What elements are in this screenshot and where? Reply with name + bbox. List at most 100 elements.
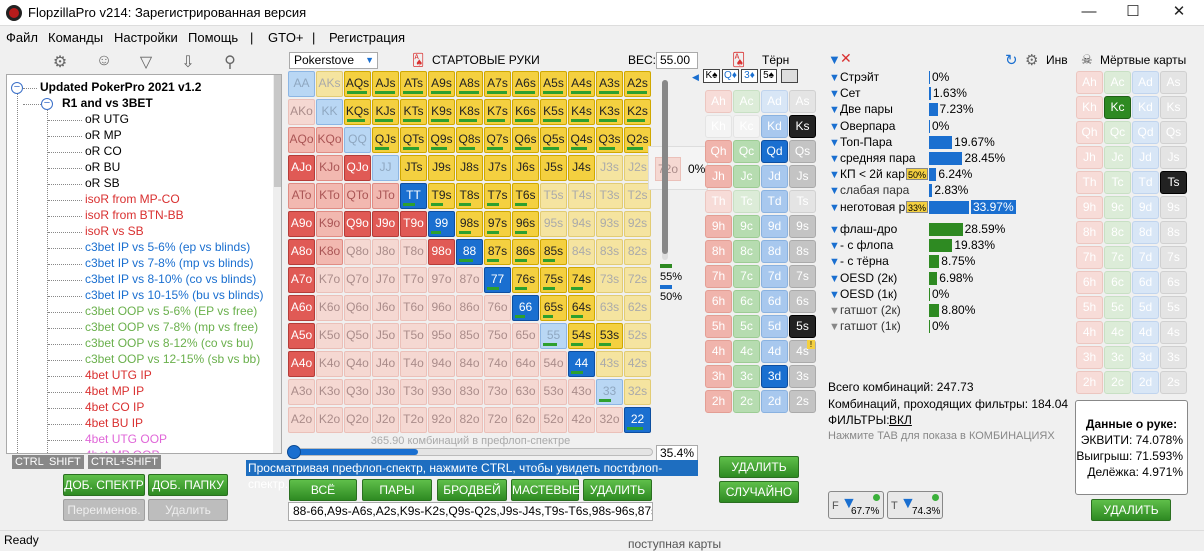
tree-item[interactable]: 4bet MP OOP — [85, 448, 159, 453]
tree-item[interactable]: c3bet OOP vs 5-6% (EP vs free) — [85, 304, 258, 318]
hand-cell[interactable]: KJo — [316, 155, 343, 181]
hand-cell[interactable]: Q2s — [624, 127, 651, 153]
hand-cell[interactable]: J5o — [372, 323, 399, 349]
hand-cell[interactable]: 65s — [540, 295, 567, 321]
tree-item[interactable]: c3bet OOP vs 7-8% (mp vs free) — [85, 320, 259, 334]
turn-card[interactable]: Tc — [733, 190, 760, 213]
dead-card[interactable]: 5h — [1076, 296, 1103, 319]
hand-cell[interactable]: 66 — [512, 295, 539, 321]
hand-cell[interactable]: 76o — [484, 295, 511, 321]
hand-cell[interactable]: AJs — [372, 71, 399, 97]
dead-card[interactable]: 4c — [1104, 321, 1131, 344]
hand-cell[interactable]: KQs — [344, 99, 371, 125]
ctrl-shift-tab[interactable]: CTRL+SHIFT — [88, 455, 161, 469]
hand-cell[interactable]: J4o — [372, 351, 399, 377]
hand-cell[interactable]: AKs — [316, 71, 343, 97]
hand-cell[interactable]: J5s — [540, 155, 567, 181]
hand-cell[interactable]: K2s — [624, 99, 651, 125]
hand-cell[interactable]: 92o — [428, 407, 455, 433]
hand-cell[interactable]: 96s — [512, 211, 539, 237]
settings-gear-icon[interactable]: ⚙ — [1025, 52, 1039, 69]
turn-card[interactable]: 4c — [733, 340, 760, 363]
turn-filter-chip[interactable]: T ▼ 74.3% — [887, 491, 943, 519]
hand-cell[interactable]: T8s — [456, 183, 483, 209]
hand-cell[interactable]: JTo — [372, 183, 399, 209]
hand-cell[interactable]: A2o — [288, 407, 315, 433]
turn-card[interactable]: Qh — [705, 140, 732, 163]
hand-cell[interactable]: K8s — [456, 99, 483, 125]
hand-cell[interactable]: 43o — [568, 379, 595, 405]
hand-cell[interactable]: J9s — [428, 155, 455, 181]
shift-tab[interactable]: SHIFT — [46, 455, 84, 469]
hand-cell[interactable]: 96o — [428, 295, 455, 321]
tree-item[interactable]: isoR from BTN-BB — [85, 208, 184, 222]
turn-card[interactable]: Js — [789, 165, 816, 188]
tree-scrollbar[interactable] — [273, 75, 281, 453]
turn-card[interactable]: Jc — [733, 165, 760, 188]
hand-cell[interactable]: T5s — [540, 183, 567, 209]
hand-filter-icon[interactable]: ▼ — [829, 88, 840, 101]
hand-cell[interactable]: 99 — [428, 211, 455, 237]
turn-card[interactable]: 3c — [733, 365, 760, 388]
hand-cell[interactable]: 52s — [624, 323, 651, 349]
turn-card[interactable]: 8h — [705, 240, 732, 263]
dead-card[interactable]: 5s — [1160, 296, 1187, 319]
hand-cell[interactable]: Q5s — [540, 127, 567, 153]
turn-card[interactable]: 7c — [733, 265, 760, 288]
hand-cell[interactable]: T7s — [484, 183, 511, 209]
turn-card[interactable]: 9d — [761, 215, 788, 238]
dead-card[interactable]: Ac — [1104, 71, 1131, 94]
hand-cell[interactable]: Q3o — [344, 379, 371, 405]
hand-cell[interactable]: J8o — [372, 239, 399, 265]
hand-cell[interactable]: K7s — [484, 99, 511, 125]
turn-card[interactable]: Ts — [789, 190, 816, 213]
hand-cell[interactable]: JJ — [372, 155, 399, 181]
dead-card[interactable]: 4d — [1132, 321, 1159, 344]
rename-button[interactable]: Переименов. — [63, 499, 145, 521]
dead-card[interactable]: 2h — [1076, 371, 1103, 394]
turn-card[interactable]: 5c — [733, 315, 760, 338]
hand-cell[interactable]: Q6o — [344, 295, 371, 321]
hand-cell[interactable]: 43s — [596, 351, 623, 377]
hand-cell[interactable]: 65o — [512, 323, 539, 349]
draw-filter-icon[interactable]: ▼ — [829, 272, 840, 285]
dead-card[interactable]: 9s — [1160, 196, 1187, 219]
hand-cell[interactable]: TT — [400, 183, 427, 209]
flop-filter-chip[interactable]: F ▼ 67.7% — [828, 491, 884, 519]
range-slider-knob[interactable] — [287, 445, 301, 459]
hand-cell[interactable]: T6o — [400, 295, 427, 321]
hand-cell[interactable]: K6o — [316, 295, 343, 321]
hand-cell[interactable]: 95o — [428, 323, 455, 349]
turn-card[interactable]: Ah — [705, 90, 732, 113]
hand-cell[interactable]: 44 — [568, 351, 595, 377]
hand-cell[interactable]: K9s — [428, 99, 455, 125]
dead-card[interactable]: 9d — [1132, 196, 1159, 219]
turn-card[interactable]: 9c — [733, 215, 760, 238]
clear-range-button[interactable]: УДАЛИТЬ — [583, 479, 652, 501]
turn-card[interactable]: 9h — [705, 215, 732, 238]
board-card[interactable]: 3♦ — [741, 69, 758, 83]
turn-card[interactable]: 3s — [789, 365, 816, 388]
hand-cell[interactable]: J3s — [596, 155, 623, 181]
gear-icon[interactable]: ⚙ — [52, 54, 68, 71]
tree-item[interactable]: c3bet OOP vs 8-12% (co vs bu) — [85, 336, 254, 350]
hand-cell[interactable]: 72o — [484, 407, 511, 433]
dead-card[interactable]: 3d — [1132, 346, 1159, 369]
hand-cell[interactable]: AQo — [288, 127, 315, 153]
hand-cell[interactable]: 77 — [484, 267, 511, 293]
hand-cell[interactable]: J8s — [456, 155, 483, 181]
hand-cell[interactable]: 76s — [512, 267, 539, 293]
turn-card[interactable]: Td — [761, 190, 788, 213]
turn-card[interactable]: 3d — [761, 365, 788, 388]
tree-item[interactable]: 4bet MP IP — [85, 384, 145, 398]
hand-cell[interactable]: KQo — [316, 127, 343, 153]
tree-item[interactable]: oR CO — [85, 144, 122, 158]
dead-card[interactable]: 7c — [1104, 246, 1131, 269]
hand-cell[interactable]: Q2o — [344, 407, 371, 433]
dead-card[interactable]: Qd — [1132, 121, 1159, 144]
draw-filter-icon[interactable]: ▼ — [829, 224, 840, 236]
tree-item[interactable]: oR SB — [85, 176, 120, 190]
tree-item[interactable]: isoR vs SB — [85, 224, 144, 238]
hand-cell[interactable]: QJo — [344, 155, 371, 181]
hand-cell[interactable]: ATs — [400, 71, 427, 97]
